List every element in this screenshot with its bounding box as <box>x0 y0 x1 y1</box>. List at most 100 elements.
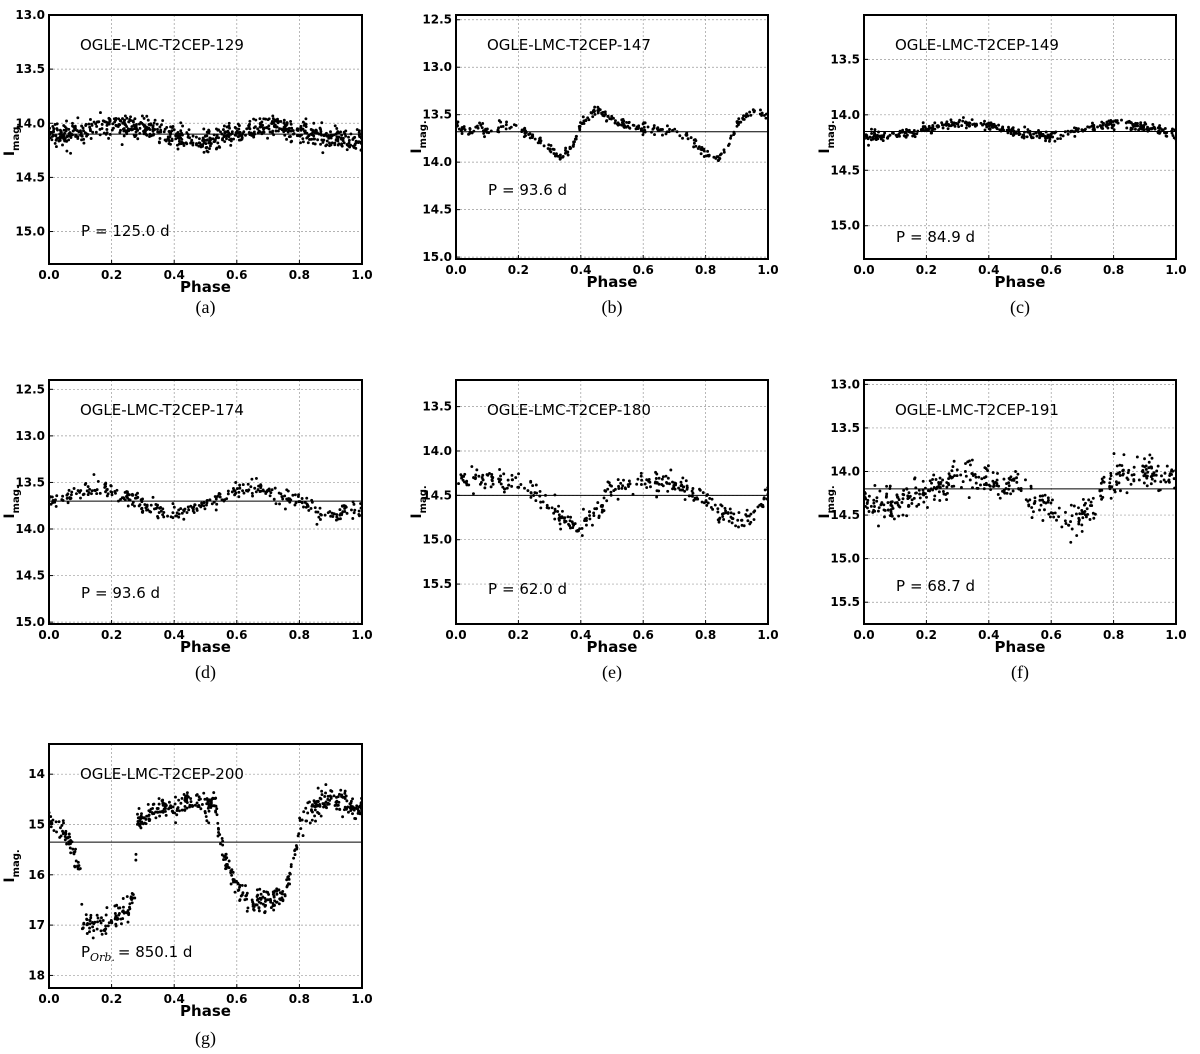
data-point <box>306 811 310 815</box>
data-point <box>331 515 335 518</box>
data-point <box>309 507 313 510</box>
data-point <box>942 492 946 496</box>
data-point <box>285 497 289 501</box>
data-point <box>281 898 285 902</box>
data-point <box>481 122 485 125</box>
data-point <box>462 475 466 478</box>
data-point <box>933 121 937 125</box>
data-point <box>149 510 153 514</box>
data-point <box>279 492 283 496</box>
data-point <box>609 490 613 494</box>
data-point <box>335 126 339 130</box>
data-point <box>674 481 678 485</box>
data-point <box>1150 466 1154 470</box>
data-point <box>1003 491 1007 495</box>
data-point <box>627 126 631 130</box>
data-point <box>343 796 347 800</box>
data-point <box>185 806 189 810</box>
x-tick-label: 0.4 <box>164 992 185 1006</box>
data-point <box>312 121 316 125</box>
data-point <box>185 791 189 795</box>
data-point <box>183 804 187 808</box>
data-point <box>477 474 481 478</box>
y-tick-label: 15.0 <box>830 552 860 566</box>
data-point <box>488 471 491 475</box>
data-point <box>741 117 745 121</box>
data-point <box>573 140 576 144</box>
data-point <box>523 131 527 135</box>
data-point <box>96 479 100 483</box>
data-point <box>991 485 995 488</box>
data-point <box>661 133 664 137</box>
data-point <box>82 137 86 141</box>
data-point <box>310 804 314 808</box>
data-point <box>752 510 756 514</box>
data-point <box>661 475 665 479</box>
data-point <box>1016 472 1020 476</box>
data-point <box>128 493 131 497</box>
data-point <box>130 125 134 129</box>
data-point <box>351 805 354 808</box>
panel-caption: (f) <box>1011 662 1029 683</box>
data-point <box>722 148 726 152</box>
data-point <box>745 514 749 518</box>
data-point <box>258 125 262 129</box>
data-point <box>932 485 936 489</box>
data-point <box>241 483 245 487</box>
data-point <box>616 478 620 482</box>
data-point <box>237 124 241 128</box>
data-point <box>244 884 247 888</box>
data-point <box>113 120 117 124</box>
data-point <box>261 902 265 906</box>
data-point <box>225 862 228 866</box>
data-point <box>224 867 227 871</box>
data-point <box>71 847 75 851</box>
data-point <box>1109 496 1113 500</box>
data-point <box>762 496 766 500</box>
period-label: P = 93.6 d <box>488 181 567 199</box>
data-point <box>567 522 570 526</box>
data-point <box>507 483 511 487</box>
data-point <box>690 489 694 493</box>
data-point <box>237 495 241 499</box>
data-point <box>295 134 299 138</box>
data-point <box>873 128 877 132</box>
data-point <box>273 123 277 127</box>
data-point <box>1073 126 1076 130</box>
data-point <box>574 134 578 138</box>
data-point <box>1162 478 1166 482</box>
data-point <box>289 865 293 869</box>
data-point <box>317 515 321 519</box>
data-point <box>1127 468 1131 472</box>
data-point <box>997 123 1001 127</box>
data-point <box>76 860 80 864</box>
data-point <box>646 125 650 129</box>
data-point <box>344 794 348 798</box>
data-point <box>941 484 945 488</box>
data-point <box>64 129 68 133</box>
data-point <box>95 492 99 496</box>
data-point <box>964 462 967 465</box>
data-point <box>983 466 987 470</box>
data-point <box>111 122 115 126</box>
data-point <box>558 153 562 157</box>
data-point <box>61 494 65 498</box>
data-point <box>672 483 676 487</box>
data-point <box>95 488 99 492</box>
data-point <box>145 814 149 818</box>
data-point <box>68 497 72 501</box>
data-point <box>1047 512 1051 516</box>
data-point <box>991 479 995 483</box>
data-point <box>569 526 572 530</box>
data-point <box>504 127 508 131</box>
data-point <box>606 480 610 484</box>
data-point <box>606 114 610 118</box>
data-point <box>1122 453 1126 457</box>
data-point <box>177 515 181 519</box>
data-point <box>223 134 227 138</box>
data-point <box>237 888 241 892</box>
data-point <box>137 504 141 508</box>
data-point <box>178 135 182 139</box>
data-point <box>207 821 211 825</box>
data-point <box>242 130 246 134</box>
